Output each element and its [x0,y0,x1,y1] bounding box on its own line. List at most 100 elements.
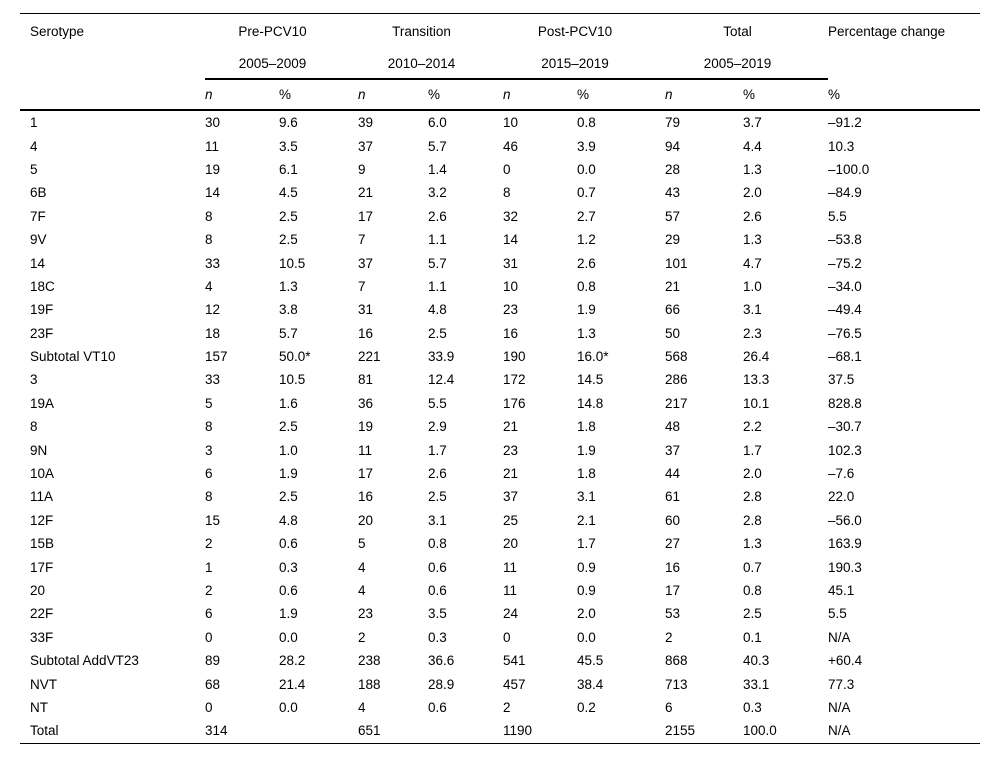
serotype-cell: 20 [30,583,46,598]
serotype-distribution-table: Serotype Pre-PCV10 Transition Post-PCV10… [20,13,981,744]
percentage-change-cell: –34.0 [828,278,862,294]
pre-pct-cell: 3.8 [279,302,298,318]
transition-pct-cell: 2.9 [428,419,447,435]
total-n-cell: 48 [665,419,681,435]
pre-pct-cell: 1.9 [279,466,298,482]
percentage-change-cell: 5.5 [828,606,847,622]
pre-pct-cell: 50.0* [279,349,311,365]
pre-n-cell: 2 [205,583,213,598]
post-n-cell: 14 [503,232,519,248]
total-pct-cell: 2.8 [743,489,762,505]
transition-n-cell: 238 [358,653,381,669]
serotype-cell: 18C [30,278,55,294]
total-n-cell: 60 [665,512,681,528]
serotype-cell: 8 [30,419,38,435]
percentage-change-cell: N/A [828,629,851,645]
post-pct-cell: 2.6 [577,255,596,271]
total-pct-cell: 4.7 [743,255,762,271]
pre-n-cell: 6 [205,466,213,482]
percentage-change-cell: –91.2 [828,115,862,131]
post-pct-cell: 0.0 [577,629,596,645]
table-row: 4 11 3.5 37 5.7 46 3.9 94 4.4 10.3 [20,134,980,157]
serotype-cell: 11A [30,489,54,505]
table-row: 19F 12 3.8 31 4.8 23 1.9 66 3.1 –49.4 [20,298,980,321]
pct-header-transition: % [428,79,503,111]
serotype-cell: Subtotal VT10 [30,349,116,365]
transition-n-cell: 4 [358,559,366,575]
percentage-change-cell: –49.4 [828,302,862,318]
serotype-cell: 22F [30,606,54,622]
percentage-change-cell: 37.5 [828,372,855,388]
group-header-total: Total [723,23,752,39]
spacer-cell [828,48,980,79]
pre-pct-cell: 2.5 [279,208,298,224]
post-pct-cell: 3.1 [577,489,596,505]
total-n-cell: 101 [665,255,688,271]
total-pct-cell: 3.7 [743,115,762,131]
period-transition: 2010–2014 [358,48,503,80]
transition-pct-cell: 0.6 [428,583,447,598]
post-n-cell: 0 [503,629,511,645]
pre-n-cell: 18 [205,325,221,341]
pre-pct-cell: 4.5 [279,185,298,201]
pre-pct-cell [279,719,358,743]
total-pct-cell: 0.3 [743,699,762,715]
table-row: 3 33 10.5 81 12.4 172 14.5 286 13.3 37.5 [20,368,980,391]
percentage-change-cell: +60.4 [828,653,863,669]
total-n-cell: 94 [665,138,681,154]
pre-n-cell: 5 [205,395,213,411]
post-n-cell: 25 [503,512,519,528]
table-row: 20 2 0.6 4 0.6 11 0.9 17 0.8 45.1 [20,579,980,602]
pre-pct-cell: 4.8 [279,512,298,528]
pre-n-cell: 6 [205,606,213,622]
table-row: 17F 1 0.3 4 0.6 11 0.9 16 0.7 190.3 [20,555,980,578]
total-n-cell: 868 [665,653,688,669]
table-row: 12F 15 4.8 20 3.1 25 2.1 60 2.8 –56.0 [20,509,980,532]
post-pct-cell: 14.5 [577,372,604,388]
percentage-change-cell: N/A [828,723,851,739]
serotype-cell: Total [30,723,59,739]
post-n-cell: 10 [503,115,519,131]
percentage-change-cell: 828.8 [828,395,862,411]
transition-n-cell: 19 [358,419,374,435]
transition-n-cell: 16 [358,325,374,341]
transition-pct-cell: 1.7 [428,442,447,458]
transition-pct-cell: 5.7 [428,255,447,271]
serotype-cell: 4 [30,138,38,154]
transition-n-cell: 11 [358,442,373,458]
percentage-change-cell: N/A [828,699,851,715]
total-pct-cell: 13.3 [743,372,770,388]
percentage-change-cell: –7.6 [828,466,855,482]
table-body: 1 30 9.6 39 6.0 10 0.8 79 3.7 –91.2 4 11… [20,110,980,743]
post-pct-cell: 1.2 [577,232,596,248]
transition-n-cell: 4 [358,583,366,598]
pre-pct-cell: 10.5 [279,255,306,271]
transition-n-cell: 17 [358,466,374,482]
total-pct-cell: 1.0 [743,278,762,294]
total-n-cell: 6 [665,699,673,715]
total-n-cell: 53 [665,606,681,622]
pre-n-cell: 8 [205,208,213,224]
percentage-change-cell: 102.3 [828,442,862,458]
post-pct-cell: 38.4 [577,676,604,692]
serotype-cell: 1 [30,115,38,131]
spacer-cell [20,79,205,111]
n-header-pre: n [205,79,279,111]
transition-pct-cell: 0.6 [428,559,447,575]
transition-pct-cell: 0.6 [428,699,447,715]
post-n-cell: 46 [503,138,519,154]
post-pct-cell [577,719,665,743]
serotype-cell: 3 [30,372,38,388]
pct-header-pre: % [279,79,358,111]
pre-n-cell: 8 [205,489,213,505]
pre-pct-cell: 0.0 [279,699,298,715]
group-header-pre-pcv10: Pre-PCV10 [238,23,307,39]
pre-pct-cell: 6.1 [279,161,298,177]
pre-n-cell: 0 [205,699,213,715]
post-pct-cell: 2.7 [577,208,596,224]
post-n-cell: 2 [503,699,511,715]
transition-n-cell: 7 [358,232,366,248]
pre-pct-cell: 9.6 [279,115,298,131]
post-n-cell: 37 [503,489,519,505]
post-n-cell: 457 [503,676,526,692]
